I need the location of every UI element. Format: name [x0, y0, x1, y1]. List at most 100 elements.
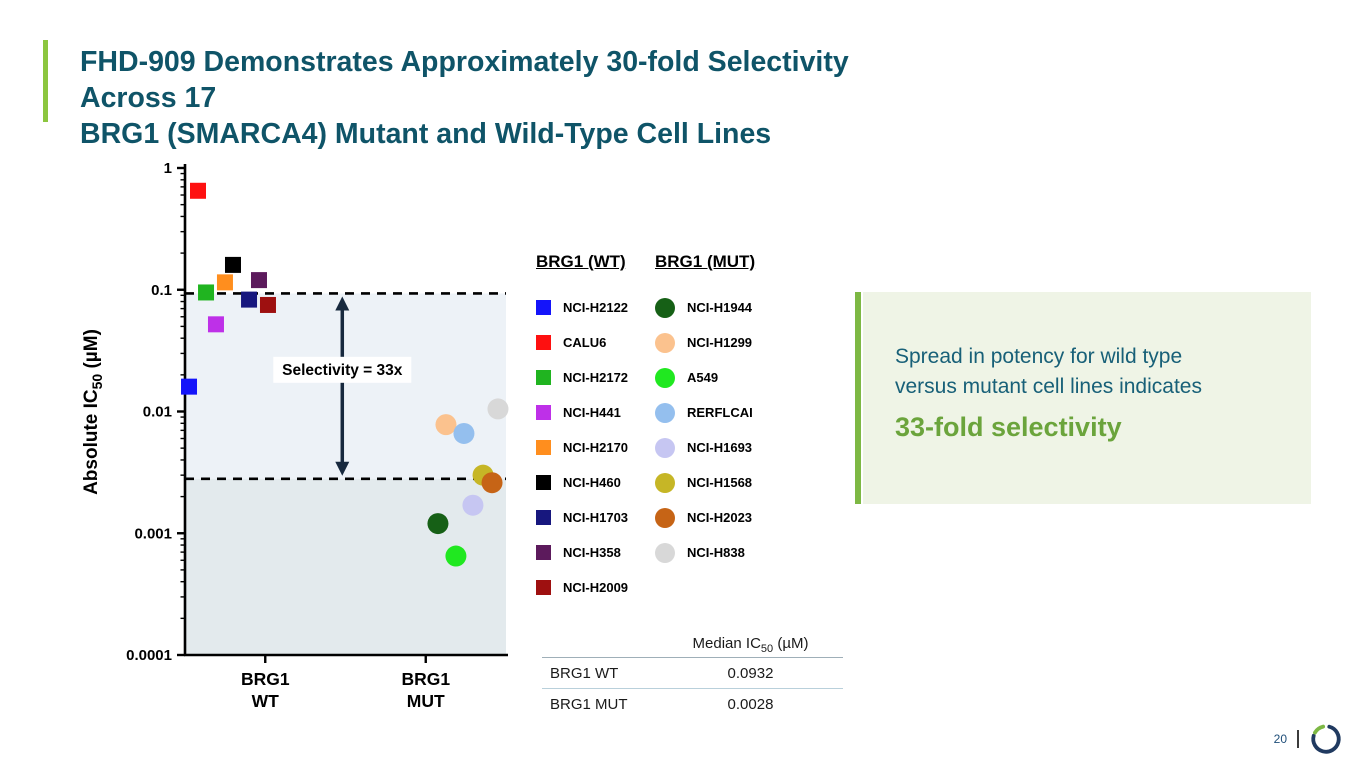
callout-text-line1: Spread in potency for wild type: [895, 345, 1183, 368]
legend-item-NCI-H2023: NCI-H2023: [655, 500, 755, 535]
selectivity-arrow-head-down: [335, 461, 350, 476]
y-tick-label: 0.001: [134, 525, 172, 542]
data-point-NCI-H2023: [481, 472, 503, 494]
legend-header-mut: BRG1 (MUT): [655, 252, 756, 271]
legend-item-NCI-H441: NCI-H441: [536, 395, 628, 430]
data-point-NCI-H838: [487, 398, 509, 420]
legend-item-label: NCI-H2122: [563, 300, 629, 315]
legend-item-NCI-H838: NCI-H838: [655, 535, 755, 570]
data-point-A549: [445, 545, 467, 567]
circle-swatch-icon: [655, 297, 675, 318]
data-point-NCI-H2170: [216, 274, 233, 291]
legend-item-NCI-H2170: NCI-H2170: [536, 430, 628, 465]
circle-swatch-icon: [655, 402, 675, 423]
median-table-row-BRG1-WT: BRG1 WT 0.0932: [542, 658, 843, 689]
data-point-NCI-H2172: [198, 284, 215, 301]
median-table-row-value: 0.0932: [727, 664, 774, 682]
legend-item-RERFLCAI: RERFLCAI: [655, 395, 755, 430]
square-swatch-icon: [536, 510, 551, 525]
legend-item-label: A549: [687, 370, 719, 385]
selectivity-label: Selectivity = 33x: [282, 362, 403, 379]
company-logo-icon: [1311, 724, 1341, 754]
legend-item-label: NCI-H1703: [563, 510, 629, 525]
y-tick-label: 0.01: [143, 404, 172, 421]
callout-text-line2: versus mutant cell lines indicates: [895, 375, 1202, 398]
circle-swatch-icon: [655, 367, 675, 388]
legend-item-label: NCI-H1568: [687, 475, 753, 490]
shaded-band-2: [185, 478, 506, 655]
legend-item-NCI-H1944: NCI-H1944: [655, 290, 755, 325]
slide-title: FHD-909 Demonstrates Approximately 30-fo…: [80, 44, 940, 152]
median-table-row-label: BRG1 WT: [550, 664, 619, 682]
callout-text: Spread in potency for wild type versus m…: [895, 342, 1291, 402]
selectivity-label-bg: [273, 356, 412, 383]
logo-ring-navy-arc: [1311, 724, 1341, 754]
data-point-NCI-H2009: [259, 296, 276, 313]
legend-item-NCI-H2122: NCI-H2122: [536, 290, 628, 325]
data-point-NCI-H358: [250, 272, 267, 289]
legend-item-label: NCI-H2023: [687, 510, 753, 525]
selectivity-arrow-head-up: [335, 296, 350, 311]
callout-body: Spread in potency for wild type versus m…: [863, 292, 1311, 504]
legend-item-NCI-H1568: NCI-H1568: [655, 465, 755, 500]
median-table-row-BRG1-MUT: BRG1 MUT 0.0028: [542, 689, 843, 720]
data-point-NCI-H1703: [241, 291, 258, 308]
data-point-NCI-H1944: [427, 513, 449, 535]
y-axis-label: Absolute IC50 (µM): [81, 329, 105, 495]
legend-item-NCI-H2172: NCI-H2172: [536, 360, 628, 395]
data-point-CALU6: [190, 182, 207, 199]
legend-item-A549: A549: [655, 360, 755, 395]
legend-item-label: NCI-H2170: [563, 440, 629, 455]
x-tick-label-line2: MUT: [407, 691, 445, 711]
median-table: Median IC50 (µM) BRG1 WT 0.0932 BRG1 MUT 0.…: [542, 632, 843, 720]
circle-swatch-icon: [655, 472, 675, 493]
legend-item-NCI-H2009: NCI-H2009: [536, 570, 628, 605]
legend-item-label: NCI-H1299: [687, 335, 753, 350]
footer: 20: [1274, 722, 1343, 756]
legend-item-label: NCI-H441: [563, 405, 621, 420]
legend-item-label: NCI-H358: [563, 545, 621, 560]
legend-item-label: NCI-H1693: [687, 440, 753, 455]
data-point-NCI-H460: [224, 256, 241, 273]
x-tick-label-line1: BRG1: [241, 669, 290, 689]
circle-swatch-icon: [655, 507, 675, 528]
square-swatch-icon: [536, 370, 551, 385]
legend-item-label: RERFLCAI: [687, 405, 753, 420]
y-tick-label: 0.1: [151, 282, 172, 299]
circle-swatch-icon: [655, 542, 675, 563]
data-point-NCI-H1299: [435, 414, 457, 436]
square-swatch-icon: [536, 475, 551, 490]
title-accent-bar: [43, 40, 48, 122]
legend-item-label: NCI-H2172: [563, 370, 629, 385]
legend-item-label: NCI-H838: [687, 545, 745, 560]
slide-title-line1: FHD-909 Demonstrates Approximately 30-fo…: [80, 46, 849, 114]
square-swatch-icon: [536, 580, 551, 595]
callout-highlight: 33-fold selectivity: [895, 412, 1122, 442]
legend-item-label: CALU6: [563, 335, 607, 350]
shaded-band-1: [185, 293, 506, 479]
circle-swatch-icon: [655, 437, 675, 458]
data-point-NCI-H1693: [462, 494, 484, 516]
square-swatch-icon: [536, 405, 551, 420]
callout-accent-bar: [855, 292, 861, 504]
page-number: 20: [1273, 732, 1287, 746]
square-swatch-icon: [536, 300, 551, 315]
data-point-RERFLCAI: [453, 422, 475, 444]
legend-item-NCI-H460: NCI-H460: [536, 465, 628, 500]
x-tick-label-line2: WT: [252, 691, 280, 711]
x-tick-label-line1: BRG1: [401, 669, 450, 689]
logo-ring-green-arc: [1313, 724, 1326, 735]
median-table-row-value: 0.0028: [727, 696, 774, 713]
data-point-NCI-H2122: [181, 378, 198, 395]
legend-item-NCI-H1299: NCI-H1299: [655, 325, 755, 360]
median-table-header: Median IC50 (µM): [692, 634, 809, 655]
legend-column-wt: BRG1 (WT) NCI-H2122 CALU6 NCI-H2172 NCI-H441…: [536, 252, 628, 605]
legend-item-NCI-H1693: NCI-H1693: [655, 430, 755, 465]
y-tick-label: 1: [164, 160, 172, 177]
square-swatch-icon: [536, 440, 551, 455]
slide-title-line2: BRG1 (SMARCA4) Mutant and Wild-Type Cell…: [80, 118, 772, 150]
ic50-scatter-chart: Selectivity = 33x 1 0.1 0.01 0.001 0.0001 BRG1…: [81, 160, 509, 711]
legend-item-label: NCI-H460: [563, 475, 621, 490]
legend-item-NCI-H358: NCI-H358: [536, 535, 628, 570]
square-swatch-icon: [536, 545, 551, 560]
